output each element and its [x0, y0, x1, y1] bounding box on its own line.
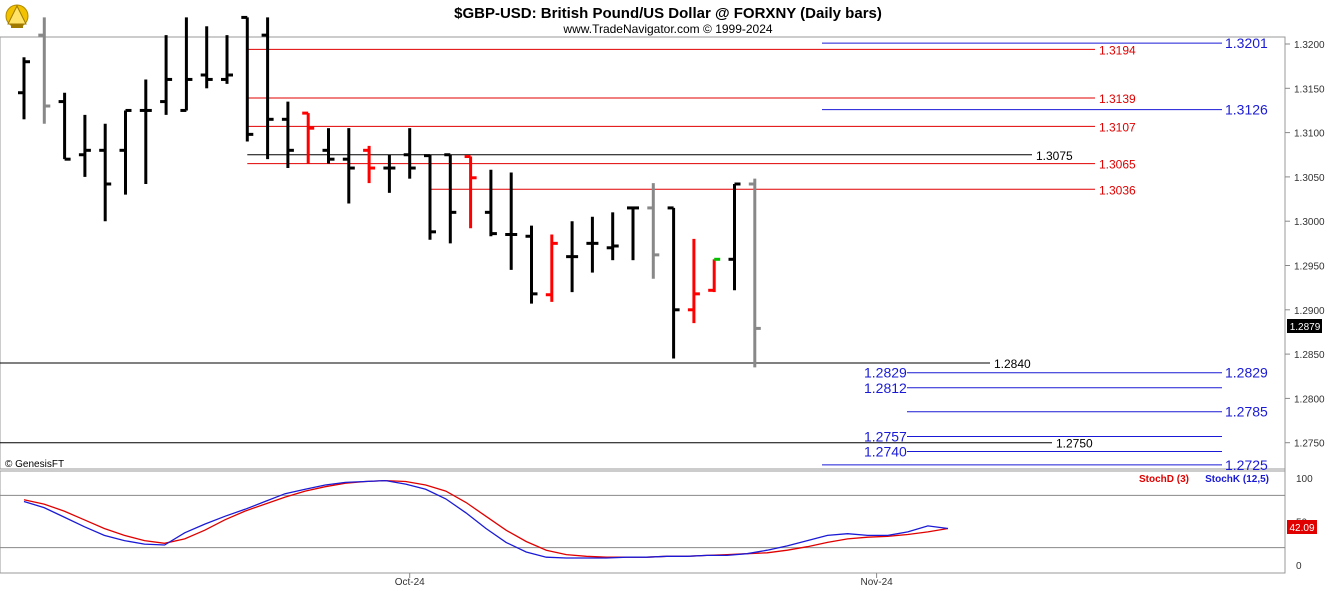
price-axis: 1.3200 1.3150 1.3100 1.3050 1.3000 1.2950 1.29…	[1285, 40, 1325, 450]
level-label: 1.2740	[864, 444, 907, 460]
ohlc-bar	[505, 172, 518, 270]
ohlc-bar	[302, 111, 315, 164]
date-axis: Oct-24 Nov-24	[395, 573, 893, 588]
level-label: 1.2785	[1225, 404, 1268, 420]
y-tick-label: 1.3200	[1294, 40, 1325, 51]
ohlc-bar	[464, 155, 477, 229]
last-price-label: 1.2879	[1290, 322, 1321, 333]
level-label: 1.2812	[864, 380, 907, 396]
ohlc-bar	[525, 225, 538, 304]
y-tick-label: 1.2850	[1294, 350, 1325, 361]
y-tick-label: 1.2750	[1294, 439, 1325, 450]
ohlc-bar	[708, 257, 721, 293]
legend-stochD: StochD (3)	[1139, 474, 1189, 485]
level-label: 1.2829	[1225, 365, 1268, 381]
y-tick-label: 1.2950	[1294, 262, 1325, 273]
ohlc-bar	[221, 35, 233, 84]
level-label: 1.2757	[864, 428, 907, 444]
ohlc-bar	[484, 169, 497, 237]
level-label: 1.2725	[1225, 457, 1268, 473]
stochastic-plot-area	[0, 470, 1286, 574]
level-label: 1.3107	[1099, 120, 1136, 134]
ohlc-bar	[18, 57, 30, 120]
ohlc-bar	[322, 128, 335, 164]
y-tick-label: 1.3050	[1294, 173, 1325, 184]
level-label: 1.2829	[864, 365, 907, 381]
stoch-series-line	[23, 479, 949, 559]
stoch-series-line	[23, 479, 949, 558]
ohlc-bar	[586, 216, 599, 273]
ohlc-bar	[281, 101, 294, 169]
ohlc-bar	[606, 212, 619, 261]
y-tick-label: 1.2800	[1294, 394, 1325, 405]
trade-navigator-logo-icon	[5, 4, 29, 28]
ohlc-bar	[444, 153, 457, 244]
x-tick-label: Oct-24	[395, 577, 425, 588]
ohlc-bar	[627, 206, 639, 261]
stoch-last-label: 42.09	[1289, 523, 1314, 534]
ohlc-bar	[58, 92, 71, 161]
ohlc-bar	[545, 234, 558, 302]
ohlc-bar	[261, 17, 274, 160]
level-label: 1.3075	[1036, 149, 1073, 163]
chart-subtitle: www.TradeNavigator.com © 1999-2024	[562, 22, 772, 36]
level-label: 1.3139	[1099, 92, 1136, 106]
ohlc-bar	[342, 128, 355, 204]
level-label: 1.3065	[1099, 158, 1136, 172]
level-label: 1.3126	[1225, 102, 1268, 118]
level-label: 1.3194	[1099, 43, 1136, 57]
level-label: 1.3201	[1225, 35, 1268, 51]
ohlc-bar	[119, 108, 132, 195]
ohlc-bar	[424, 154, 436, 240]
y-tick-label: 1.3000	[1294, 217, 1325, 228]
ohlc-bar	[647, 183, 660, 279]
level-lines: 1.3194 1.3139 1.3107 1.3065 1.3036 1.3075 1.32…	[0, 35, 1268, 473]
ohlc-bar	[687, 238, 700, 324]
x-tick-label: Nov-24	[860, 577, 893, 588]
level-label: 1.3036	[1099, 183, 1136, 197]
level-label: 1.2750	[1056, 437, 1093, 451]
ohlc-bar	[403, 128, 416, 179]
ohlc-bar	[139, 79, 152, 184]
y-tick-label: 1.2900	[1294, 306, 1325, 317]
ohlc-bar	[180, 17, 193, 112]
ohlc-bar	[728, 182, 741, 291]
price-bars	[18, 15, 761, 368]
level-label: 1.2840	[994, 357, 1031, 371]
stoch-last-badge	[1287, 520, 1317, 534]
ohlc-bar	[200, 26, 213, 89]
ohlc-bar	[99, 123, 112, 222]
ohlc-bar	[241, 15, 254, 142]
ohlc-bar	[38, 17, 51, 124]
ohlc-bar	[566, 221, 579, 293]
y-tick-label: 1.3100	[1294, 129, 1325, 140]
legend-stochK: StochK (12,5)	[1205, 474, 1269, 485]
last-price-badge	[1287, 319, 1322, 333]
ohlc-bar	[78, 114, 91, 177]
main-plot-area	[0, 36, 1286, 470]
ohlc-bar	[748, 178, 761, 368]
ohlc-bar	[383, 154, 396, 193]
stoch-y-tick-label: 100	[1296, 474, 1313, 485]
credit-label: © GenesisFT	[5, 459, 64, 470]
chart-title: $GBP-USD: British Pound/US Dollar @ FORX…	[454, 5, 882, 22]
ohlc-bar	[363, 145, 376, 184]
stochastic-panel: 100500	[0, 474, 1313, 572]
ohlc-bar	[667, 206, 680, 359]
ohlc-bar	[160, 35, 173, 115]
y-tick-label: 1.3150	[1294, 84, 1325, 95]
stoch-y-tick-label: 0	[1296, 561, 1302, 572]
